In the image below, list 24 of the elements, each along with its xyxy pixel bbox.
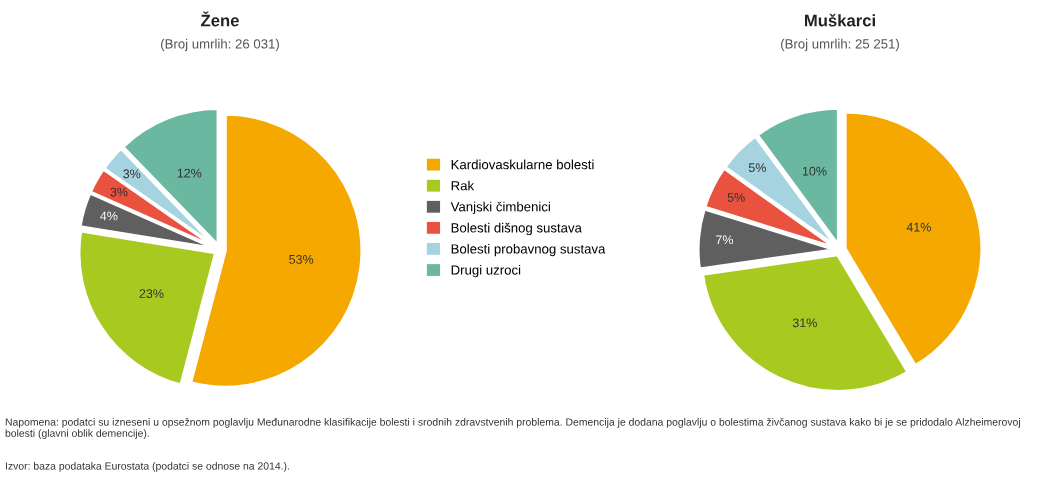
- legend-label: Bolesti dišnog sustava: [451, 222, 582, 236]
- data-label: 3%: [123, 169, 141, 179]
- legend-label: Kardiovaskularne bolesti: [451, 159, 594, 170]
- data-label: 31%: [792, 318, 817, 328]
- data-label: 53%: [289, 254, 314, 264]
- data-label: 12%: [177, 168, 202, 178]
- data-label: 23%: [139, 289, 164, 298]
- data-label: 4%: [100, 211, 118, 221]
- chart-subtitle: (Broj umrlih: 25 251): [781, 38, 899, 52]
- chart-title: Muškarci: [804, 13, 875, 27]
- chart-subtitle: (Broj umrlih: 26 031): [161, 38, 279, 52]
- data-label: 5%: [748, 163, 766, 173]
- data-label: 7%: [716, 235, 734, 245]
- legend-label: Vanjski čimbenici: [450, 201, 550, 215]
- legend-label: Bolesti probavnog sustava: [451, 243, 606, 257]
- chart-title: Žene: [201, 11, 239, 27]
- text: Napomena: podatci su izneseni u opsežnom poglavlju Međunarodne klasifikacije bolesti i srodnih zdravstvenih problema. Demencija je dodana poglavlju o bolestima živčanog sustava kako bi je se pridodalo Alzheimerovoj bolesti (glavni oblik demencije).: [5, 418, 1020, 439]
- data-label: 41%: [906, 222, 931, 232]
- data-label: 3%: [110, 187, 128, 197]
- data-label: 10%: [802, 166, 827, 176]
- data-label: 5%: [727, 193, 745, 202]
- text: Izvor: baza podataka Eurostata (podatci se odnose na 2014.).: [5, 462, 289, 472]
- legend-label: Drugi uzroci: [451, 264, 521, 278]
- legend-label: Rak: [451, 180, 475, 191]
